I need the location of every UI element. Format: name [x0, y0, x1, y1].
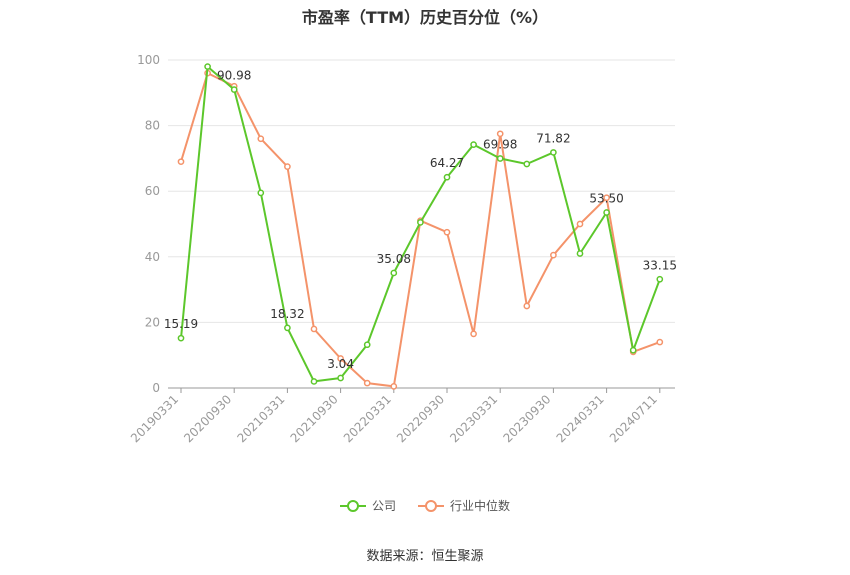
data-label: 64.27: [430, 156, 464, 170]
chart-title: 市盈率（TTM）历史百分位（%）: [301, 8, 549, 27]
legend-item-industry-median[interactable]: 行业中位数: [418, 497, 510, 514]
series-point-1: [496, 130, 504, 138]
x-tick-label: 20200930: [181, 392, 234, 445]
series-point-1: [363, 379, 371, 387]
series-point-1: [523, 302, 531, 310]
series-point-0: [523, 160, 531, 168]
series-point-0: [230, 86, 238, 93]
data-label: 53.50: [589, 192, 623, 206]
series-point-1: [443, 228, 451, 236]
x-tick-label: 20220331: [341, 392, 394, 445]
series-point-1: [470, 330, 477, 338]
series-point-0: [656, 275, 664, 283]
x-tick-label: 20210930: [288, 392, 341, 445]
series-point-0: [470, 141, 477, 148]
series-point-1: [656, 338, 664, 346]
y-tick-label: 60: [145, 184, 160, 198]
series-point-0: [337, 374, 344, 382]
data-label: 18.32: [270, 307, 304, 321]
legend-swatch-industry-median: [418, 499, 444, 513]
series-point-0: [284, 324, 291, 332]
data-label: 71.82: [536, 131, 570, 145]
series-point-1: [284, 163, 291, 170]
series-point-1: [337, 355, 344, 362]
series-point-1: [177, 158, 185, 166]
series-point-0: [310, 378, 318, 385]
x-tick-label: 20190331: [128, 392, 181, 445]
series-point-1: [257, 135, 265, 143]
source-note: 数据来源：恒生聚源: [366, 549, 484, 564]
x-tick-label: 20230331: [447, 392, 500, 445]
series-point-1: [603, 194, 610, 202]
x-tick-label: 20240711: [607, 392, 660, 445]
series-point-1: [550, 251, 557, 259]
y-tick-label: 40: [145, 250, 160, 264]
legend-item-company[interactable]: 公司: [339, 497, 396, 514]
series-line-1: [180, 72, 661, 388]
series-point-0: [417, 219, 424, 226]
series-point-0: [629, 346, 637, 354]
x-tick-label: 20210331: [234, 392, 287, 445]
series-lines: [177, 63, 664, 390]
series-point-0: [204, 63, 211, 70]
legend-label-industry-median: 行业中位数: [450, 499, 511, 513]
data-labels: 15.19 90.98 18.32 3.04 35.08 64.27 69.98 71.82 5…: [164, 69, 677, 371]
data-label: 69.98: [483, 137, 517, 151]
series-point-1: [576, 220, 584, 228]
data-label: 35.08: [377, 252, 411, 266]
data-label: 3.04: [327, 357, 354, 371]
series-point-0: [390, 269, 398, 277]
series-point-0: [550, 149, 557, 156]
y-tick-label: 80: [145, 119, 160, 133]
series-point-1: [310, 325, 318, 333]
data-label: 33.15: [643, 258, 677, 272]
y-tick-label: 0: [152, 381, 160, 395]
series-point-0: [443, 173, 451, 181]
y-tick-label: 100: [137, 53, 160, 67]
x-tick-label: 20220930: [394, 392, 447, 445]
axes: 0 20 40 60 80 100 20190331 20200930 20210331 2021…: [128, 53, 675, 445]
data-label: 90.98: [217, 69, 251, 83]
series-point-0: [603, 209, 610, 216]
data-label: 15.19: [164, 317, 198, 331]
legend-label-company: 公司: [371, 499, 396, 513]
y-tick-label: 20: [145, 315, 160, 329]
series-point-0: [576, 250, 584, 257]
x-tick-label: 20240331: [554, 392, 607, 445]
series-point-0: [177, 334, 185, 342]
series-point-0: [257, 189, 265, 197]
legend-swatch-company: [339, 499, 366, 513]
legend: 公司 行业中位数: [0, 497, 850, 514]
series-point-1: [390, 383, 398, 390]
series-point-0: [496, 155, 504, 162]
grid-lines: [168, 59, 675, 323]
x-tick-label: 20230930: [500, 392, 553, 445]
series-point-0: [363, 341, 371, 349]
